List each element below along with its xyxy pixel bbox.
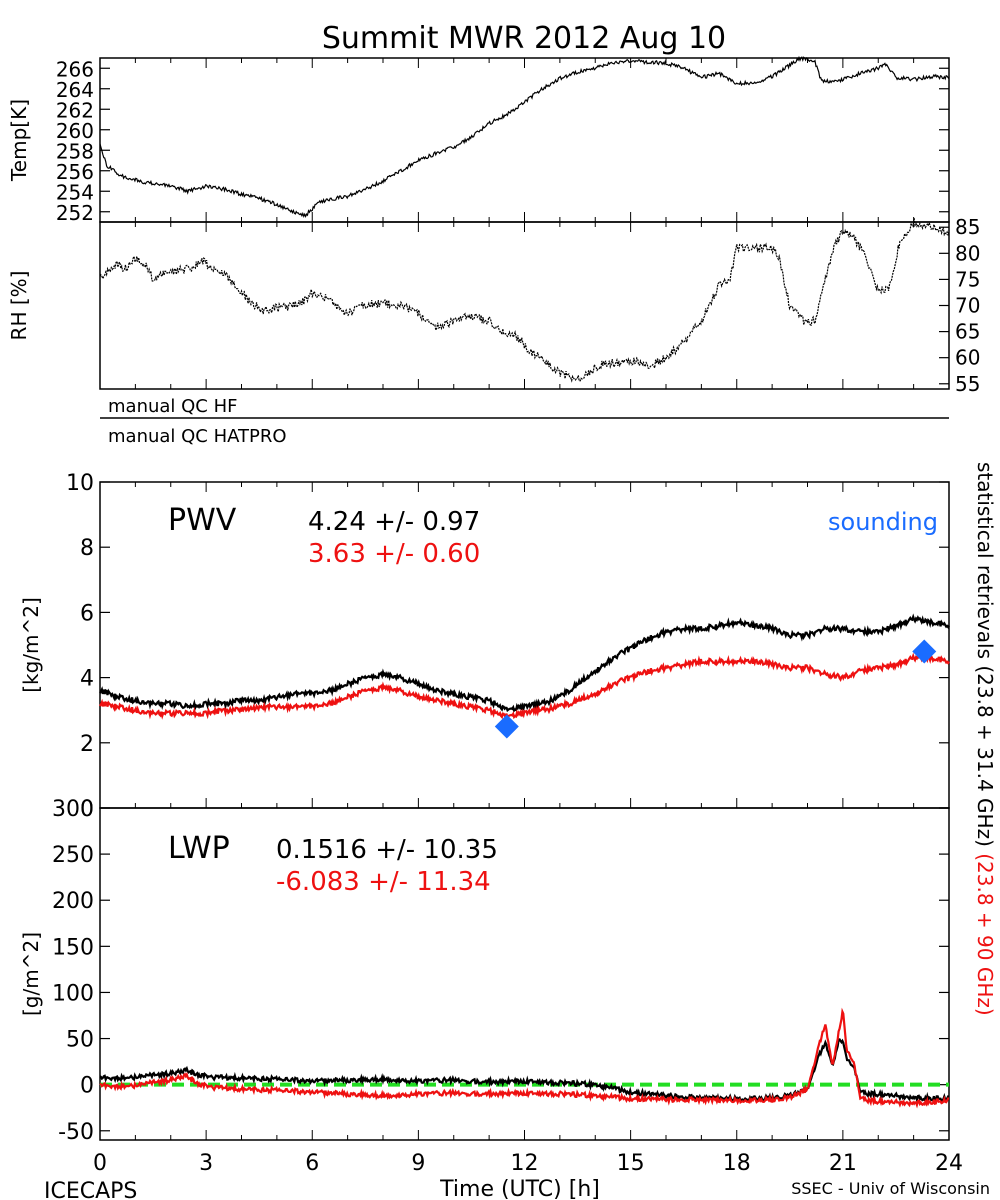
lwp-series-red	[99, 1007, 950, 1109]
pwv-series-black	[99, 613, 950, 713]
rh-ytick-label: 80	[955, 241, 980, 265]
footer-right: SSEC - Univ of Wisconsin	[791, 1179, 990, 1198]
lwp-ytick-label: -50	[58, 1120, 94, 1145]
x-tick-label: 18	[723, 1151, 751, 1176]
lwp-panel: -50 0 50 100 150 200 250 300 [g/m^2] LWP 0.1516 +/…	[19, 797, 950, 1145]
pwv-stat-black: 4.24 +/- 0.97	[308, 507, 480, 537]
lwp-stat-red: -6.083 +/- 11.34	[276, 867, 491, 897]
pwv-label: PWV	[168, 503, 237, 538]
pwv-ytick-label: 2	[80, 732, 94, 757]
rh-frame	[99, 221, 950, 390]
rh-ytick-label: 75	[955, 267, 980, 291]
temp-series-black	[99, 55, 950, 218]
lwp-ytick-label: 150	[52, 935, 94, 960]
rh-ytick-label: 85	[955, 215, 980, 239]
x-tick-label: 12	[511, 1151, 539, 1176]
x-tick-label: 3	[199, 1151, 213, 1176]
qc-label-hatpro: manual QC HATPRO	[108, 426, 287, 447]
lwp-ytick-label: 100	[52, 981, 94, 1006]
temp-frame	[99, 57, 950, 223]
pwv-stat-red: 3.63 +/- 0.60	[308, 539, 480, 569]
rh-ylabel: RH [%]	[7, 271, 31, 341]
temp-ytick-label: 256	[56, 160, 94, 184]
temp-ytick-label: 252	[56, 201, 94, 225]
side-caption-black: statistical retrievals (23.8 + 31.4 GHz)	[973, 462, 997, 847]
sounding-marker	[912, 639, 937, 664]
footer-left: ICECAPS	[44, 1179, 137, 1200]
svg-text:statistical retrievals (23.8 +: statistical retrievals (23.8 + 31.4 GHz)…	[973, 462, 997, 1016]
pwv-ylabel: [kg/m^2]	[19, 597, 43, 693]
rh-series-black	[99, 218, 950, 383]
pwv-ytick-label: 4	[80, 667, 94, 692]
x-tick-label: 6	[305, 1151, 319, 1176]
x-tick-label: 15	[617, 1151, 645, 1176]
lwp-series-black	[99, 1038, 950, 1104]
pwv-ytick-label: 10	[66, 471, 94, 496]
sounding-marker	[494, 714, 519, 739]
temp-ytick-label: 262	[56, 98, 94, 122]
rh-ytick-label: 70	[955, 294, 980, 318]
temp-ytick-label: 266	[56, 57, 94, 81]
temp-ytick-label: 260	[56, 119, 94, 143]
qc-label-hf: manual QC HF	[108, 396, 237, 417]
x-axis-label: Time (UTC) [h]	[439, 1177, 600, 1200]
x-tick-label: 24	[935, 1151, 963, 1176]
lwp-ytick-label: 0	[80, 1074, 94, 1099]
lwp-ytick-label: 50	[66, 1028, 94, 1053]
qc-area: manual QC HF manual QC HATPRO	[100, 396, 949, 447]
lwp-ylabel: [g/m^2]	[19, 932, 43, 1016]
pwv-ytick-label: 8	[80, 536, 94, 561]
rh-ytick-label: 55	[955, 372, 980, 396]
lwp-ytick-label: 200	[52, 889, 94, 914]
temp-ylabel: Temp[K]	[7, 99, 31, 182]
side-caption-red: (23.8 + 90 GHz)	[973, 853, 997, 1015]
pwv-ytick-label: 6	[80, 601, 94, 626]
figure-title: Summit MWR 2012 Aug 10	[322, 21, 726, 56]
lwp-label: LWP	[168, 831, 230, 866]
side-caption: statistical retrievals (23.8 + 31.4 GHz)…	[973, 462, 997, 1016]
temp-ytick-label: 264	[56, 78, 94, 102]
time-axis: 0 3 6 9 12 15 18 21 24	[93, 58, 963, 1176]
lwp-ytick-label: 250	[52, 843, 94, 868]
x-tick-label: 0	[93, 1151, 107, 1176]
rh-ytick-label: 60	[955, 346, 980, 370]
rh-ytick-label: 65	[955, 320, 980, 344]
sounding-legend: sounding	[828, 508, 938, 536]
pwv-ytick-label: 0	[80, 797, 94, 822]
temp-ytick-label: 258	[56, 139, 94, 163]
temp-ytick-label: 254	[56, 180, 94, 204]
pwv-series-red	[99, 652, 950, 720]
lwp-stat-black: 0.1516 +/- 10.35	[276, 835, 498, 865]
x-tick-label: 21	[829, 1151, 857, 1176]
lwp-ytick-label: 300	[52, 797, 94, 822]
x-tick-label: 9	[411, 1151, 425, 1176]
